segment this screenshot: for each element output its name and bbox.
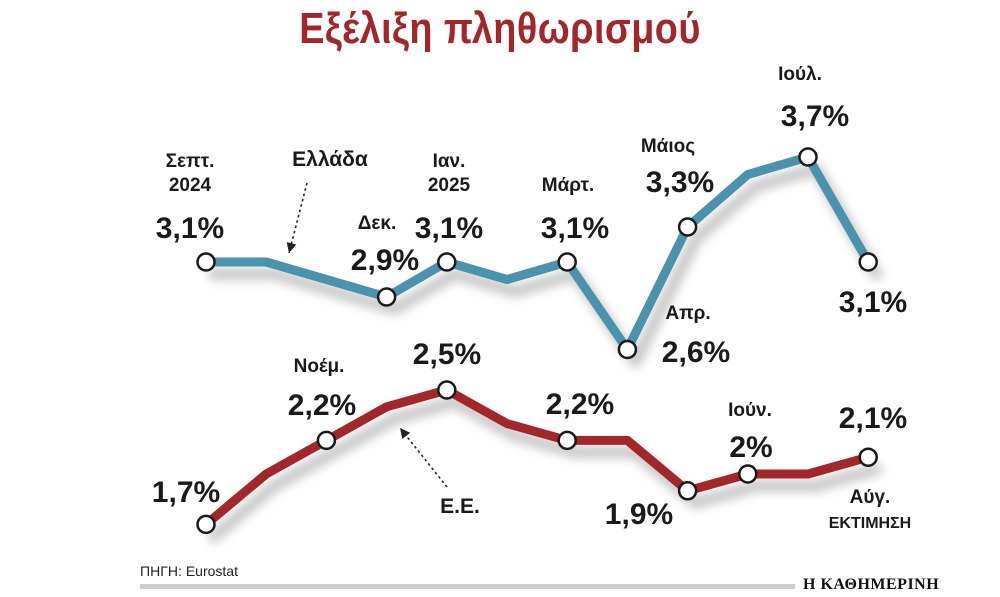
eu-value-label: 2,5% — [413, 338, 481, 371]
eu-point-marker — [557, 430, 577, 451]
greece-value-label: 3,1% — [156, 212, 224, 245]
greece-month-label: Απρ. — [665, 303, 710, 324]
greece-month-label: Σεπτ. — [166, 151, 215, 172]
eu-annotation-arrowhead — [400, 428, 411, 439]
greece-point-marker — [617, 339, 638, 360]
eu-estimate-note: ΕΚΤΙΜΗΣΗ — [829, 515, 911, 532]
eu-value-label: 1,7% — [152, 476, 220, 509]
eu-month-label: Αύγ. — [850, 487, 891, 508]
greece-month-label: Μάρτ. — [542, 175, 595, 196]
greece-point-marker — [798, 147, 818, 167]
greece-month-label: Μάιος — [641, 136, 695, 157]
footer-rule — [140, 584, 795, 589]
eu-point-marker — [738, 464, 758, 484]
greece-line-shadow — [208, 163, 883, 368]
greece-annotation-arrow — [288, 182, 308, 254]
eu-value-label: 2% — [729, 431, 772, 464]
greece-value-label: 2,9% — [351, 244, 419, 277]
greece-series-line — [201, 152, 873, 354]
greece-point-marker — [557, 252, 577, 272]
eu-value-label: 2,2% — [546, 388, 614, 421]
eu-point-marker — [316, 430, 337, 451]
eu-line-shadow — [208, 396, 883, 543]
greece-value-label: 3,1% — [415, 212, 483, 245]
eu-value-label: 2,1% — [839, 402, 907, 435]
source-note: ΠΗΓΗ: Eurostat — [140, 563, 238, 579]
eu-point-marker — [437, 380, 457, 400]
publisher-logo: Η ΚΑΘΗΜΕΡΙΝΗ — [803, 576, 940, 593]
eu-series-line — [201, 385, 873, 529]
greece-month-label: Ιαν. — [433, 151, 466, 172]
greece-value-label: 2,6% — [662, 336, 730, 369]
greece-value-label: 3,3% — [646, 166, 714, 199]
greece-point-marker — [437, 252, 457, 272]
eu-point-marker — [677, 481, 698, 501]
greece-annotation-arrowhead — [286, 242, 297, 253]
greece-year-label: 2025 — [428, 175, 471, 196]
eu-value-label: 1,9% — [605, 498, 673, 531]
eu-point-marker — [858, 447, 878, 467]
eu-point-marker — [196, 514, 216, 535]
greece-series-annotation: Ελλάδα — [292, 148, 368, 171]
eu-month-label: Νοέμ. — [294, 356, 345, 377]
greece-point-marker — [677, 217, 698, 237]
greece-month-label: Δεκ. — [358, 213, 397, 234]
eu-annotation-arrow — [399, 427, 448, 488]
greece-point-marker — [376, 287, 397, 307]
greece-value-label: 3,1% — [839, 286, 907, 319]
greece-point-marker — [858, 252, 878, 272]
eu-month-label: Ιούν. — [728, 400, 772, 421]
chart-title: Εξέλιξη πληθωρισμού — [299, 4, 701, 53]
greece-year-label: 2024 — [169, 175, 212, 196]
eu-value-label: 2,2% — [288, 389, 356, 422]
greece-month-label: Ιούλ. — [778, 64, 822, 85]
eu-series-annotation: Ε.Ε. — [440, 495, 480, 518]
greece-value-label: 3,7% — [781, 100, 849, 133]
greece-value-label: 3,1% — [541, 212, 609, 245]
greece-point-marker — [196, 252, 216, 272]
